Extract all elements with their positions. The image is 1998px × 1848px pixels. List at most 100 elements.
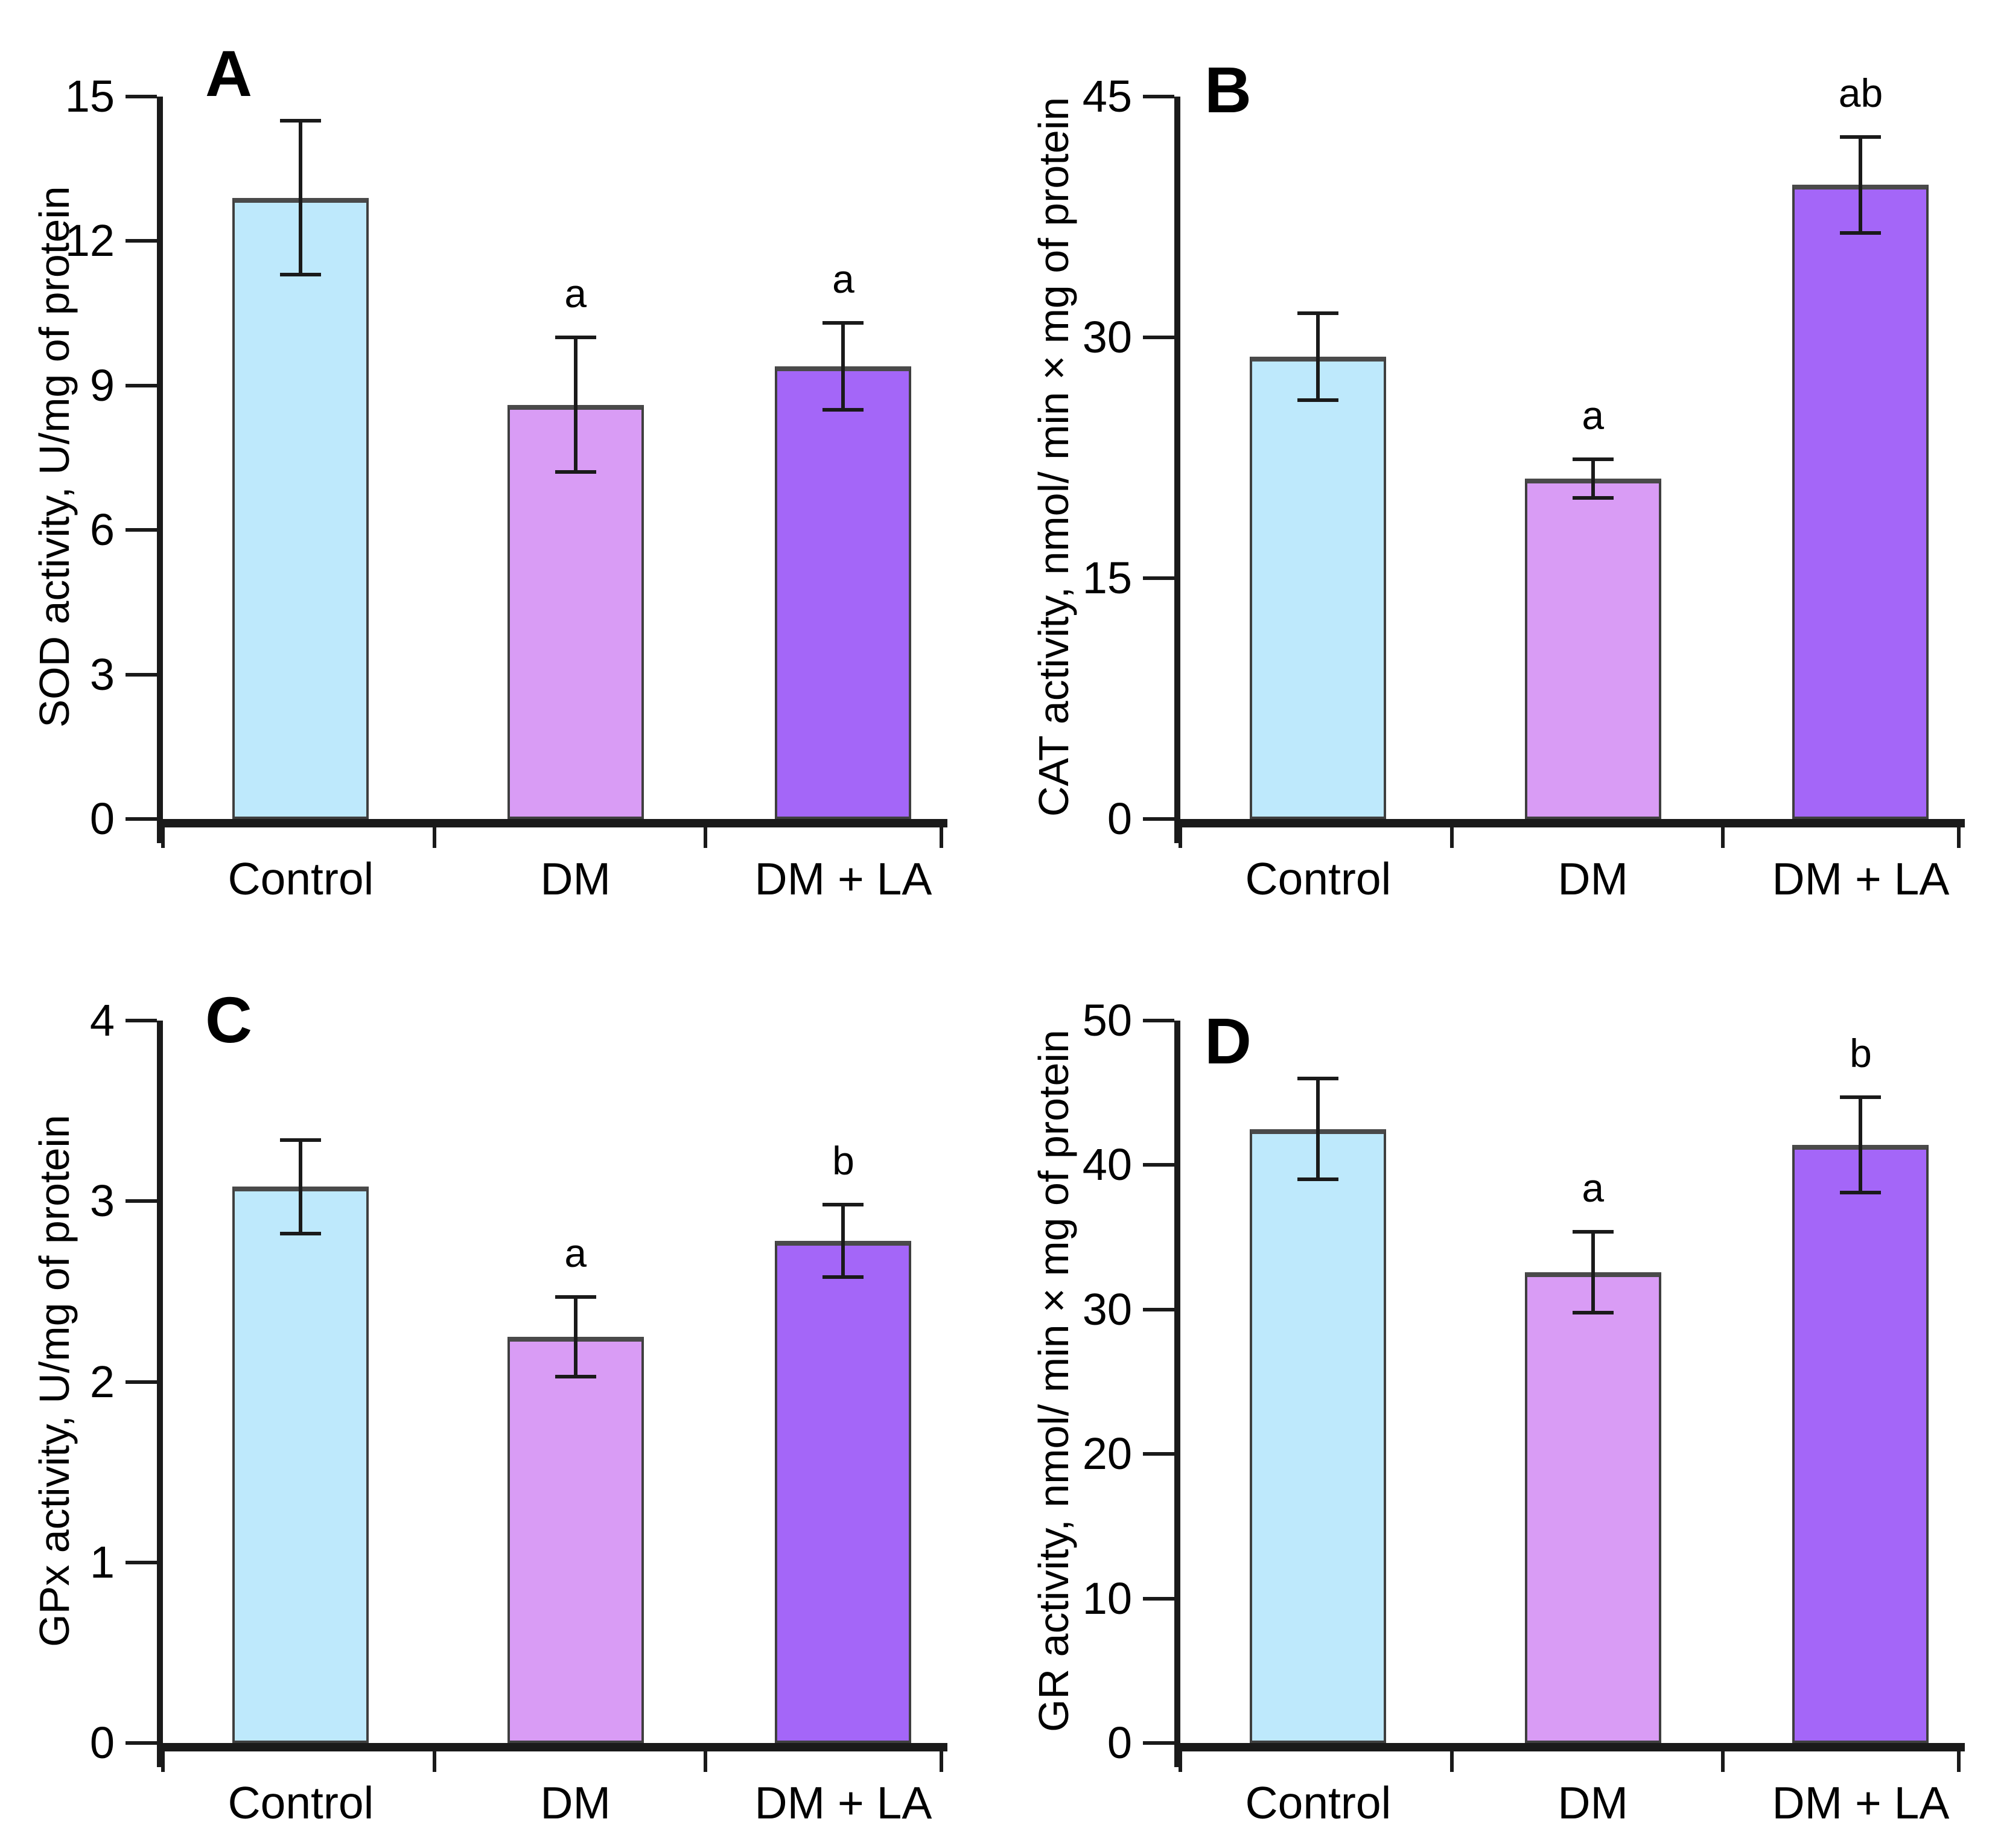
error-bar-cap-bottom bbox=[555, 1374, 596, 1378]
y-tick-label: 12 bbox=[65, 215, 115, 266]
y-tick-mark bbox=[126, 239, 157, 243]
category-label: DM bbox=[1557, 1777, 1628, 1828]
significance-letter: a bbox=[1582, 393, 1605, 438]
error-bar-cap-bottom bbox=[280, 273, 322, 277]
y-tick-label: 30 bbox=[1082, 1284, 1132, 1334]
panel-b-cat: B CAT activity, nmol/ min × mg of protei… bbox=[999, 0, 1998, 924]
category-label: Control bbox=[227, 853, 374, 904]
y-tick-label: 0 bbox=[89, 1718, 115, 1768]
y-tick-label: 30 bbox=[1082, 312, 1132, 362]
error-bar-cap-top bbox=[280, 118, 322, 123]
plot-area-c: 4 3 2 1 0 Control a DM b DM + LA bbox=[90, 995, 947, 1828]
panel-letter-a: A bbox=[205, 37, 253, 110]
category-label: Control bbox=[227, 1777, 374, 1828]
error-bar-cap-top bbox=[1840, 1095, 1882, 1099]
x-tick-mark bbox=[1179, 827, 1182, 848]
error-bar-line bbox=[573, 337, 577, 473]
y-tick-mark bbox=[1143, 817, 1174, 821]
category-label: DM + LA bbox=[754, 1777, 932, 1828]
panel-letter-d: D bbox=[1204, 1004, 1253, 1077]
y-tick-mark bbox=[126, 1019, 157, 1022]
error-bar-line bbox=[841, 1205, 845, 1277]
error-bar-line bbox=[573, 1296, 577, 1377]
y-tick-mark bbox=[1143, 336, 1174, 339]
error-bar-cap-bottom bbox=[1840, 231, 1882, 235]
x-axis-line bbox=[1174, 819, 1965, 827]
bar-dm-la bbox=[1792, 185, 1929, 819]
y-tick-label: 3 bbox=[89, 649, 115, 699]
y-axis-line bbox=[1174, 1021, 1180, 1767]
error-bar-cap-top bbox=[1572, 1229, 1614, 1234]
category-label: DM + LA bbox=[1772, 853, 1950, 904]
y-tick-label: 4 bbox=[89, 995, 115, 1045]
bar-control bbox=[232, 1187, 369, 1743]
y-tick-mark bbox=[126, 1741, 157, 1745]
significance-letter: a bbox=[564, 271, 587, 316]
panel-letter-b: B bbox=[1204, 53, 1253, 126]
y-axis-line bbox=[157, 97, 163, 843]
category-label: DM bbox=[540, 1777, 611, 1828]
x-tick-mark bbox=[433, 827, 437, 848]
x-axis-line bbox=[157, 819, 947, 827]
bar-dm-la bbox=[775, 366, 912, 819]
x-tick-mark bbox=[161, 827, 165, 848]
y-tick-mark bbox=[126, 1199, 157, 1203]
error-bar-cap-bottom bbox=[555, 470, 596, 474]
y-tick-mark bbox=[126, 528, 157, 532]
error-bar-cap-top bbox=[1572, 457, 1614, 462]
y-tick-label: 45 bbox=[1082, 71, 1132, 121]
y-tick-mark bbox=[1143, 1452, 1174, 1456]
error-bar-cap-top bbox=[822, 1203, 864, 1207]
x-tick-mark bbox=[1450, 827, 1454, 848]
x-tick-mark bbox=[940, 827, 943, 848]
x-axis-line bbox=[1174, 1743, 1965, 1751]
error-bar-cap-top bbox=[555, 1295, 596, 1299]
error-bar-line bbox=[1591, 1231, 1595, 1313]
category-label: DM bbox=[540, 853, 611, 904]
category-label: DM bbox=[1557, 853, 1628, 904]
significance-letter: a bbox=[1582, 1165, 1605, 1210]
x-tick-mark bbox=[1179, 1751, 1182, 1772]
y-axis-line bbox=[1174, 97, 1180, 843]
y-tick-mark bbox=[1143, 1596, 1174, 1601]
error-bar-line bbox=[1859, 1097, 1863, 1193]
y-tick-label: 0 bbox=[89, 794, 115, 844]
x-tick-mark bbox=[433, 1751, 437, 1772]
y-axis-line bbox=[157, 1021, 163, 1767]
plot-area-b: 45 30 15 0 Control a DM ab DM + LA bbox=[1083, 71, 1965, 904]
y-axis-title-gr: GR activity, nmol/ min × mg of protein bbox=[1030, 1030, 1077, 1732]
bar-control bbox=[232, 197, 369, 819]
x-tick-mark bbox=[704, 1751, 708, 1772]
y-tick-label: 0 bbox=[1107, 1718, 1132, 1768]
y-tick-label: 2 bbox=[89, 1356, 115, 1407]
y-tick-label: 15 bbox=[65, 71, 115, 121]
y-tick-label: 40 bbox=[1082, 1139, 1132, 1190]
x-tick-mark bbox=[1721, 1751, 1725, 1772]
bar-dm-la bbox=[1792, 1144, 1929, 1743]
error-bar-cap-bottom bbox=[280, 1232, 322, 1236]
significance-letter: b bbox=[832, 1138, 854, 1184]
error-bar-cap-bottom bbox=[1572, 1310, 1614, 1314]
panel-c-gpx: C GPx activity, U/mg of protein 4 3 2 1 0 Con… bbox=[0, 924, 999, 1848]
error-bar-line bbox=[1591, 459, 1595, 498]
category-label: DM + LA bbox=[1772, 1777, 1950, 1828]
error-bar-cap-bottom bbox=[822, 407, 864, 412]
bar-control bbox=[1250, 356, 1387, 819]
y-tick-mark bbox=[126, 1380, 157, 1384]
y-tick-label: 50 bbox=[1082, 995, 1132, 1045]
y-tick-mark bbox=[1143, 576, 1174, 580]
error-bar-cap-top bbox=[280, 1138, 322, 1142]
error-bar-cap-bottom bbox=[1572, 496, 1614, 500]
error-bar-line bbox=[841, 323, 845, 410]
y-tick-mark bbox=[126, 672, 157, 677]
x-tick-mark bbox=[1721, 827, 1725, 848]
error-bar-line bbox=[299, 120, 303, 275]
x-tick-mark bbox=[704, 827, 708, 848]
x-axis-line bbox=[157, 1743, 947, 1751]
y-tick-mark bbox=[1143, 1019, 1174, 1022]
y-tick-mark bbox=[1143, 1307, 1174, 1311]
y-tick-label: 0 bbox=[1107, 794, 1132, 844]
error-bar-cap-bottom bbox=[1297, 398, 1339, 402]
category-label: Control bbox=[1245, 853, 1392, 904]
plot-area-d: 50 40 30 20 10 0 Control a DM b DM + LA bbox=[1083, 995, 1965, 1828]
